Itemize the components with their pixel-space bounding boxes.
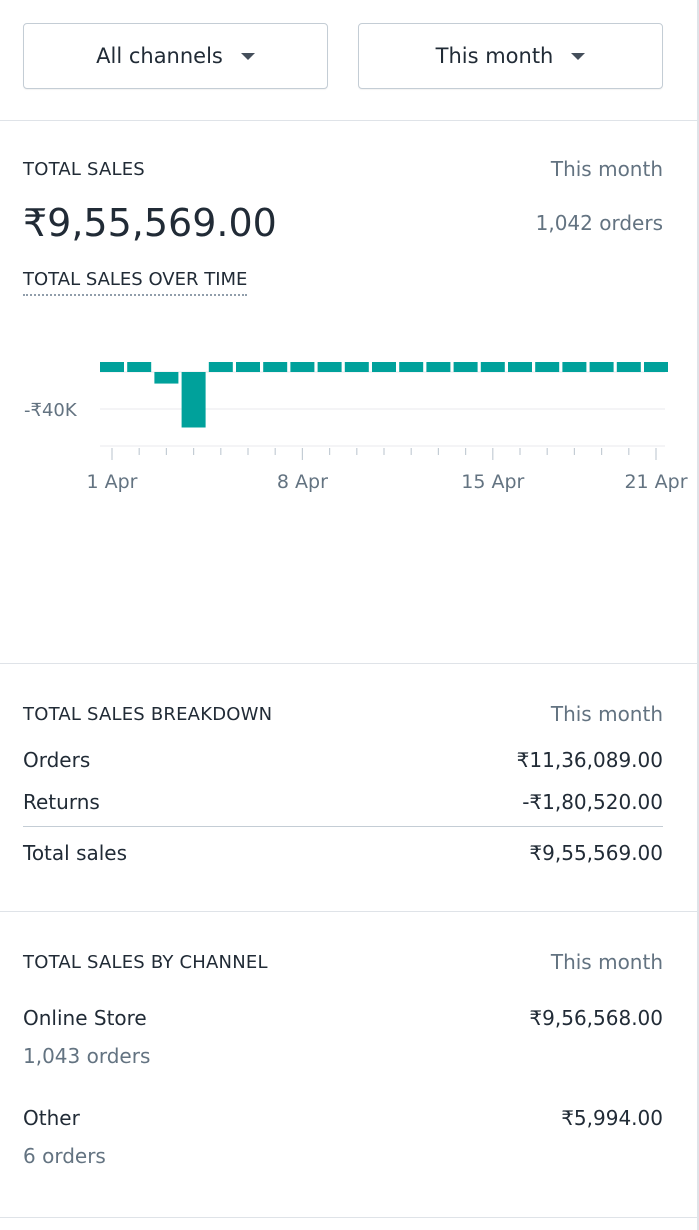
x-tick-label: 1 Apr (87, 471, 138, 493)
channel-orders: 6 orders (23, 1144, 106, 1168)
bar-11-apr (372, 362, 396, 372)
row-value: -₹1,80,520.00 (522, 790, 663, 814)
orders-count: 1,042 orders (535, 211, 663, 235)
row-label: Orders (23, 748, 91, 772)
bar-20-apr (616, 362, 641, 372)
card-title: TOTAL SALES (23, 158, 145, 180)
total-sales-card: TOTAL SALES This month ₹9,55,569.00 1,042 … (0, 121, 697, 664)
by-channel-card: TOTAL SALES BY CHANNEL This month Online … (0, 912, 697, 1218)
channel-value: ₹5,994.00 (561, 1106, 663, 1130)
bar-10-apr (344, 362, 369, 372)
row-value: ₹11,36,089.00 (516, 748, 663, 772)
bar-4-apr (181, 372, 206, 428)
x-tick-label: 15 Apr (461, 471, 524, 493)
breakdown-row: Orders ₹11,36,089.00 (23, 748, 663, 772)
bar-1-apr (100, 362, 124, 372)
bar-6-apr (236, 362, 260, 372)
bar-8-apr (290, 362, 315, 372)
channel-name: Other (23, 1106, 80, 1130)
bar-7-apr (263, 362, 288, 372)
channel-name: Online Store (23, 1006, 147, 1030)
period-label: This month (550, 702, 663, 726)
x-tick-label: 8 Apr (277, 471, 328, 493)
chart-title[interactable]: TOTAL SALES OVER TIME (23, 269, 248, 296)
channel-orders: 1,043 orders (23, 1044, 151, 1068)
y-tick-label: -₹40K (24, 400, 78, 421)
bar-21-apr (644, 362, 668, 372)
row-label: Total sales (23, 841, 128, 865)
period-filter-dropdown[interactable]: This month (358, 23, 663, 89)
bar-17-apr (535, 362, 560, 372)
channel-value: ₹9,56,568.00 (529, 1006, 663, 1030)
card-title: TOTAL SALES BREAKDOWN (23, 703, 273, 725)
bar-14-apr (453, 362, 478, 372)
breakdown-card: TOTAL SALES BREAKDOWN This month Orders ₹1… (0, 664, 697, 912)
bar-5-apr (208, 362, 233, 372)
total-sales-amount: ₹9,55,569.00 (23, 201, 277, 245)
bar-2-apr (127, 362, 152, 372)
row-label: Returns (23, 790, 100, 814)
period-label: This month (550, 157, 663, 181)
bar-9-apr (317, 362, 342, 372)
row-value: ₹9,55,569.00 (529, 841, 663, 865)
breakdown-total-row: Total sales ₹9,55,569.00 (23, 841, 663, 865)
bar-19-apr (589, 362, 614, 372)
channel-item: Online Store ₹9,56,568.00 1,043 orders (23, 1006, 663, 1068)
caret-down-icon (240, 52, 255, 60)
caret-down-icon (571, 52, 586, 60)
bar-12-apr (399, 362, 424, 372)
bar-3-apr (154, 372, 179, 384)
bar-16-apr (508, 362, 532, 372)
filter-bar: All channels This month (0, 0, 697, 121)
channel-filter-dropdown[interactable]: All channels (23, 23, 328, 89)
bar-18-apr (562, 362, 587, 372)
channel-filter-label: All channels (96, 44, 223, 68)
period-label: This month (550, 950, 663, 974)
card-title: TOTAL SALES BY CHANNEL (23, 951, 268, 973)
breakdown-row: Returns -₹1,80,520.00 (23, 790, 663, 827)
bar-13-apr (426, 362, 451, 372)
period-filter-label: This month (435, 44, 554, 68)
bar-15-apr (480, 362, 505, 372)
x-tick-label: 21 Apr (624, 471, 687, 493)
channel-item: Other ₹5,994.00 6 orders (23, 1106, 663, 1168)
